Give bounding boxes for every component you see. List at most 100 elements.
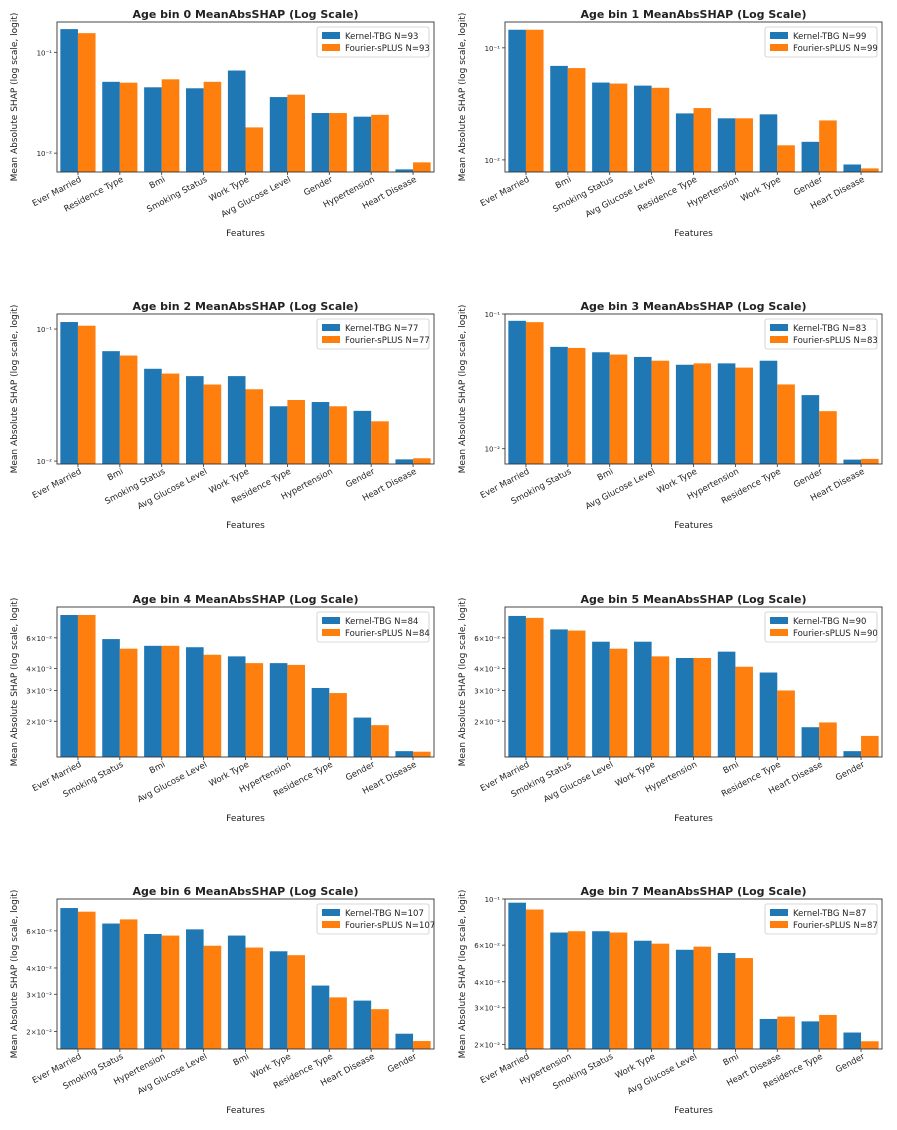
legend-label: Kernel-TBG N=93 bbox=[345, 32, 418, 42]
bar-kernel-tbg bbox=[634, 940, 652, 1049]
bar-kernel-tbg bbox=[227, 935, 246, 1049]
legend-label: Kernel-TBG N=84 bbox=[345, 617, 418, 627]
bar-kernel-tbg bbox=[395, 169, 414, 172]
bar-kernel-tbg bbox=[186, 88, 204, 172]
bar-fourier-splus bbox=[329, 406, 347, 464]
y-tick-label: 6×10⁻² bbox=[474, 942, 500, 950]
bar-kernel-tbg bbox=[801, 1021, 820, 1049]
bar-kernel-tbg bbox=[634, 356, 652, 464]
legend-box bbox=[316, 318, 430, 350]
bar-fourier-splus bbox=[161, 373, 180, 464]
x-tick-label: Avg Glucose Level bbox=[136, 467, 209, 512]
x-tick-label: Avg Glucose Level bbox=[542, 760, 615, 805]
y-tick-label: 3×10⁻² bbox=[26, 687, 52, 695]
legend-swatch-fourier bbox=[770, 921, 788, 928]
chart-age-bin-4: Age bin 4 MeanAbsSHAP (Log Scale) 6×10⁻² 4… bbox=[10, 593, 435, 824]
plot-frame bbox=[504, 21, 883, 173]
bar-kernel-tbg bbox=[144, 645, 162, 757]
bar-kernel-tbg bbox=[592, 641, 610, 757]
bar-kernel-tbg bbox=[843, 1032, 862, 1049]
bar-kernel-tbg bbox=[395, 1033, 414, 1049]
y-axis-label: Mean Absolute SHAP (log scale, logit) bbox=[458, 598, 468, 767]
chart-title: Age bin 7 MeanAbsSHAP (Log Scale) bbox=[580, 885, 806, 898]
bar-fourier-splus bbox=[413, 162, 431, 172]
chart-age-bin-7: Age bin 7 MeanAbsSHAP (Log Scale) 10⁻¹ 6×1… bbox=[458, 885, 883, 1116]
bar-kernel-tbg bbox=[311, 402, 330, 464]
x-axis-label: Features bbox=[226, 814, 265, 824]
legend-label: Kernel-TBG N=99 bbox=[793, 32, 866, 42]
y-axis-label: Mean Absolute SHAP (log scale, logit) bbox=[10, 890, 20, 1059]
chart-age-bin-6: Age bin 6 MeanAbsSHAP (Log Scale) 6×10⁻² 4… bbox=[10, 885, 435, 1116]
bar-fourier-splus bbox=[651, 943, 670, 1049]
bar-kernel-tbg bbox=[60, 908, 78, 1049]
legend-swatch-fourier bbox=[322, 629, 340, 636]
x-tick-label: Avg Glucose Level bbox=[584, 467, 657, 512]
bar-kernel-tbg bbox=[675, 113, 694, 172]
bar-kernel-tbg bbox=[675, 364, 694, 464]
bar-kernel-tbg bbox=[801, 141, 820, 172]
bar-fourier-splus bbox=[77, 615, 96, 757]
bar-kernel-tbg bbox=[717, 118, 736, 172]
x-tick-label: Gender bbox=[792, 467, 825, 491]
legend-box bbox=[764, 26, 878, 58]
x-tick-label: Work Type bbox=[739, 175, 782, 204]
y-tick-label: 10⁻² bbox=[37, 150, 53, 158]
chart-title: Age bin 4 MeanAbsSHAP (Log Scale) bbox=[132, 593, 358, 606]
bar-kernel-tbg bbox=[801, 395, 820, 464]
bar-kernel-tbg bbox=[550, 932, 568, 1049]
legend-swatch-fourier bbox=[770, 44, 788, 51]
legend-swatch-kernel bbox=[770, 32, 788, 39]
bar-kernel-tbg bbox=[186, 376, 204, 464]
x-tick-label: Gender bbox=[302, 175, 335, 199]
bar-fourier-splus bbox=[329, 693, 347, 757]
y-tick-label: 10⁻¹ bbox=[37, 49, 53, 57]
legend: Kernel-TBG N=90 Fourier-sPLUS N=90 bbox=[764, 611, 878, 643]
bar-fourier-splus bbox=[609, 648, 628, 757]
bar-kernel-tbg bbox=[592, 82, 610, 172]
chart-age-bin-1: Age bin 1 MeanAbsSHAP (Log Scale) 10⁻¹ 10⁻… bbox=[458, 8, 883, 239]
bar-fourier-splus bbox=[203, 945, 222, 1049]
bar-fourier-splus bbox=[609, 83, 628, 172]
y-tick-label: 6×10⁻² bbox=[26, 928, 52, 936]
legend-swatch-kernel bbox=[770, 324, 788, 331]
legend-swatch-fourier bbox=[770, 336, 788, 343]
bar-fourier-splus bbox=[861, 1041, 879, 1049]
bar-kernel-tbg bbox=[843, 751, 862, 757]
plot-frame bbox=[56, 606, 435, 758]
bar-fourier-splus bbox=[693, 363, 712, 464]
plot-frame bbox=[504, 898, 883, 1050]
x-tick-label: Gender bbox=[834, 760, 867, 784]
bar-kernel-tbg bbox=[395, 751, 414, 757]
bar-kernel-tbg bbox=[186, 647, 204, 757]
bar-kernel-tbg bbox=[311, 113, 330, 172]
bar-kernel-tbg bbox=[675, 949, 694, 1049]
bar-fourier-splus bbox=[693, 108, 712, 172]
bar-kernel-tbg bbox=[353, 410, 372, 464]
bar-fourier-splus bbox=[161, 935, 180, 1049]
y-tick-label: 4×10⁻² bbox=[474, 979, 500, 987]
bar-kernel-tbg bbox=[801, 727, 820, 757]
bar-kernel-tbg bbox=[592, 352, 610, 464]
bar-fourier-splus bbox=[287, 400, 305, 464]
legend-label: Kernel-TBG N=83 bbox=[793, 324, 866, 334]
bar-fourier-splus bbox=[413, 1041, 431, 1049]
bar-fourier-splus bbox=[371, 114, 389, 172]
bar-fourier-splus bbox=[651, 360, 670, 464]
legend-label: Kernel-TBG N=77 bbox=[345, 324, 418, 334]
legend-swatch-kernel bbox=[322, 909, 340, 916]
y-tick-label: 3×10⁻² bbox=[26, 991, 52, 999]
x-tick-label: Avg Glucose Level bbox=[584, 175, 657, 220]
legend-label: Fourier-sPLUS N=90 bbox=[793, 629, 878, 639]
bar-kernel-tbg bbox=[60, 615, 78, 757]
bar-kernel-tbg bbox=[353, 1000, 372, 1049]
legend-swatch-fourier bbox=[322, 44, 340, 51]
y-tick-label: 4×10⁻² bbox=[474, 666, 500, 674]
bar-kernel-tbg bbox=[227, 70, 246, 172]
bar-kernel-tbg bbox=[269, 951, 288, 1049]
bar-fourier-splus bbox=[777, 690, 795, 757]
bar-kernel-tbg bbox=[717, 363, 736, 464]
legend-label: Kernel-TBG N=87 bbox=[793, 909, 866, 919]
legend-box bbox=[316, 611, 430, 643]
bar-fourier-splus bbox=[203, 654, 222, 757]
